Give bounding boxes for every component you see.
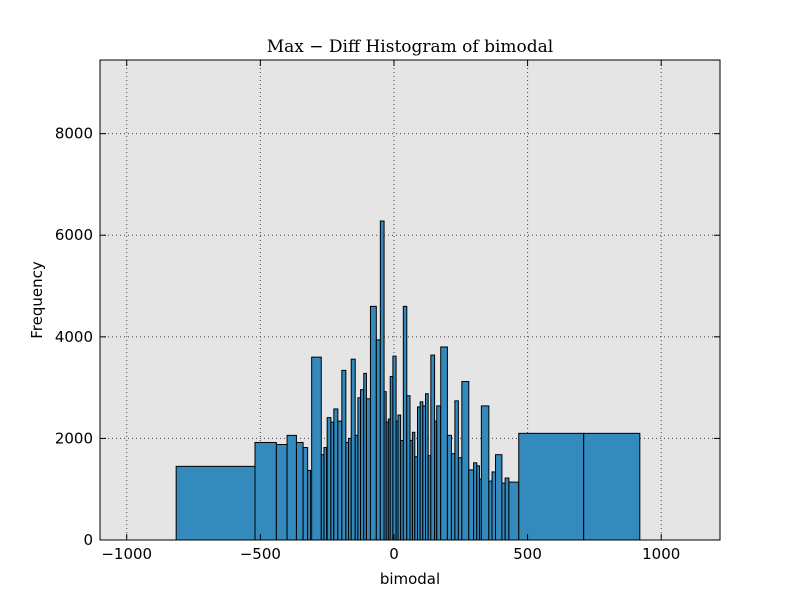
histogram-bar xyxy=(307,469,312,541)
histogram-bar xyxy=(330,421,335,541)
histogram-bar xyxy=(436,405,442,541)
histogram-bar xyxy=(461,381,470,541)
histogram-bar xyxy=(508,481,520,541)
histogram-bar xyxy=(430,354,436,541)
y-tick-label: 4000 xyxy=(55,328,93,346)
plot-frame xyxy=(99,59,721,541)
histogram-bar xyxy=(457,457,463,541)
histogram-bar xyxy=(311,356,322,541)
histogram-bar xyxy=(454,400,459,541)
histogram-bar xyxy=(480,405,490,541)
histogram-bars xyxy=(175,220,641,541)
y-tick-label: 6000 xyxy=(55,226,93,244)
histogram-bar xyxy=(583,432,641,541)
x-tick-label: −1000 xyxy=(101,545,152,563)
histogram-bar xyxy=(375,339,381,541)
histogram-bar xyxy=(254,441,277,541)
histogram-bar xyxy=(379,220,385,541)
histogram-bar xyxy=(369,305,377,541)
histogram-bar xyxy=(337,420,343,541)
histogram-bar xyxy=(323,447,328,541)
histogram-bar xyxy=(491,471,497,541)
histogram-bar xyxy=(333,408,339,541)
histogram-bar xyxy=(341,369,347,541)
histogram-bar xyxy=(326,417,332,541)
histogram-bar xyxy=(468,469,475,541)
histogram-bar xyxy=(446,434,452,541)
histogram-bar xyxy=(365,398,371,541)
histogram-bar xyxy=(175,465,256,541)
y-axis-label: Frequency xyxy=(28,261,46,339)
x-tick-label: −500 xyxy=(240,545,281,563)
y-tick-label: 2000 xyxy=(55,429,93,447)
histogram-bar xyxy=(504,477,510,541)
y-tick-label: 8000 xyxy=(55,125,93,143)
histogram-bar xyxy=(440,346,448,541)
x-axis-label: bimodal xyxy=(380,570,440,588)
histogram-bar xyxy=(286,434,297,541)
x-tick-label: 500 xyxy=(513,545,542,563)
histogram-bar xyxy=(450,453,456,541)
histogram-bar xyxy=(302,447,309,541)
histogram-bar xyxy=(495,454,503,541)
histogram-bar xyxy=(350,358,356,541)
x-tick-label: 1000 xyxy=(642,545,680,563)
x-tick-label: 0 xyxy=(389,545,399,563)
histogram-bar xyxy=(295,441,304,541)
y-tick-label: 0 xyxy=(83,531,93,549)
histogram-bar xyxy=(402,305,408,541)
histogram-bar xyxy=(518,432,585,541)
histogram-bar xyxy=(275,444,288,541)
chart-title: Max − Diff Histogram of bimodal xyxy=(267,37,554,57)
axis-ticks: −1000 −500 0 500 1000 0 2000 4000 6000 8000 xyxy=(55,60,720,563)
